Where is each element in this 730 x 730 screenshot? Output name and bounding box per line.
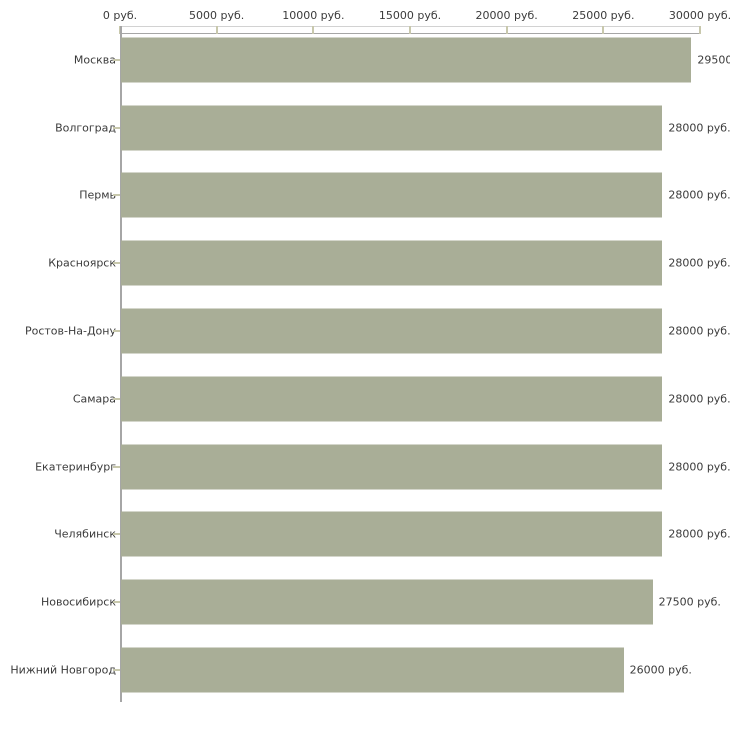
category-label: Москва [73, 53, 116, 67]
category-label: Самара [72, 392, 116, 406]
value-label: 28000 руб. [668, 256, 730, 270]
bar-row: Челябинск 28000 руб. [0, 501, 730, 569]
category-label: Нижний Новгород [10, 663, 116, 677]
x-axis-tick-label: 25000 руб. [572, 9, 635, 22]
value-label: 28000 руб. [668, 527, 730, 541]
value-label: 28000 руб. [668, 392, 730, 406]
bar-row: Екатеринбург 28000 руб. [0, 433, 730, 501]
bar-row: Пермь 28000 руб. [0, 162, 730, 230]
value-bar [121, 172, 663, 218]
value-label: 26000 руб. [629, 663, 692, 677]
category-tick-mark [113, 262, 120, 265]
value-bar [121, 308, 663, 354]
category-tick-mark [113, 533, 120, 536]
y-axis-line [120, 26, 122, 702]
value-label: 28000 руб. [668, 324, 730, 338]
category-tick-mark [113, 397, 120, 400]
x-axis-tick-mark [699, 26, 701, 34]
category-label: Челябинск [54, 527, 116, 541]
x-axis-tick-mark [215, 26, 218, 34]
x-axis-tick-mark [312, 26, 315, 34]
x-axis-tick-label: 20000 руб. [475, 9, 538, 22]
x-axis-tick-label: 0 руб. [102, 9, 138, 22]
bar-row: Красноярск 28000 руб. [0, 229, 730, 297]
category-tick-mark [113, 669, 120, 672]
x-axis-tick-label: 15000 руб. [378, 9, 442, 22]
category-tick-mark [113, 601, 120, 604]
category-label: Волгоград [55, 121, 116, 135]
x-axis-tick-mark [602, 26, 605, 34]
value-label: 29500 руб. [697, 53, 730, 67]
bar-row: Самара 28000 руб. [0, 365, 730, 433]
bar-row: Новосибирск 27500 руб. [0, 568, 730, 636]
bar-row: Ростов-На-Дону 28000 руб. [0, 297, 730, 365]
category-tick-mark [113, 465, 120, 468]
value-bar [121, 444, 663, 490]
category-tick-mark [113, 126, 120, 129]
value-bar [121, 579, 653, 625]
x-axis-tick-label: 5000 руб. [189, 9, 245, 22]
value-bar [121, 376, 663, 422]
value-label: 27500 руб. [658, 595, 721, 609]
value-bar [121, 647, 624, 693]
x-axis-tick-mark [505, 26, 508, 34]
bar-row: Нижний Новгород 26000 руб. [0, 636, 730, 704]
value-bar [121, 240, 663, 286]
value-bar [121, 37, 692, 83]
category-label: Ростов-На-Дону [24, 324, 116, 338]
category-label: Новосибирск [40, 595, 116, 609]
category-tick-mark [113, 330, 120, 333]
category-tick-mark [113, 194, 120, 197]
category-label: Пермь [79, 188, 116, 202]
category-tick-mark [113, 58, 120, 61]
value-bar [121, 511, 663, 557]
value-label: 28000 руб. [668, 460, 730, 474]
bar-row: Москва 29500 руб. [0, 26, 730, 94]
value-label: 28000 руб. [668, 121, 730, 135]
x-axis-tick-mark [409, 26, 411, 34]
category-label: Красноярск [48, 256, 116, 270]
x-axis-tick-label: 30000 руб. [668, 9, 730, 22]
value-label: 28000 руб. [668, 188, 730, 202]
value-bar [121, 105, 663, 151]
bar-row: Волгоград 28000 руб. [0, 94, 730, 162]
x-axis-tick-label: 10000 руб. [282, 9, 345, 22]
category-label: Екатеринбург [35, 460, 116, 474]
